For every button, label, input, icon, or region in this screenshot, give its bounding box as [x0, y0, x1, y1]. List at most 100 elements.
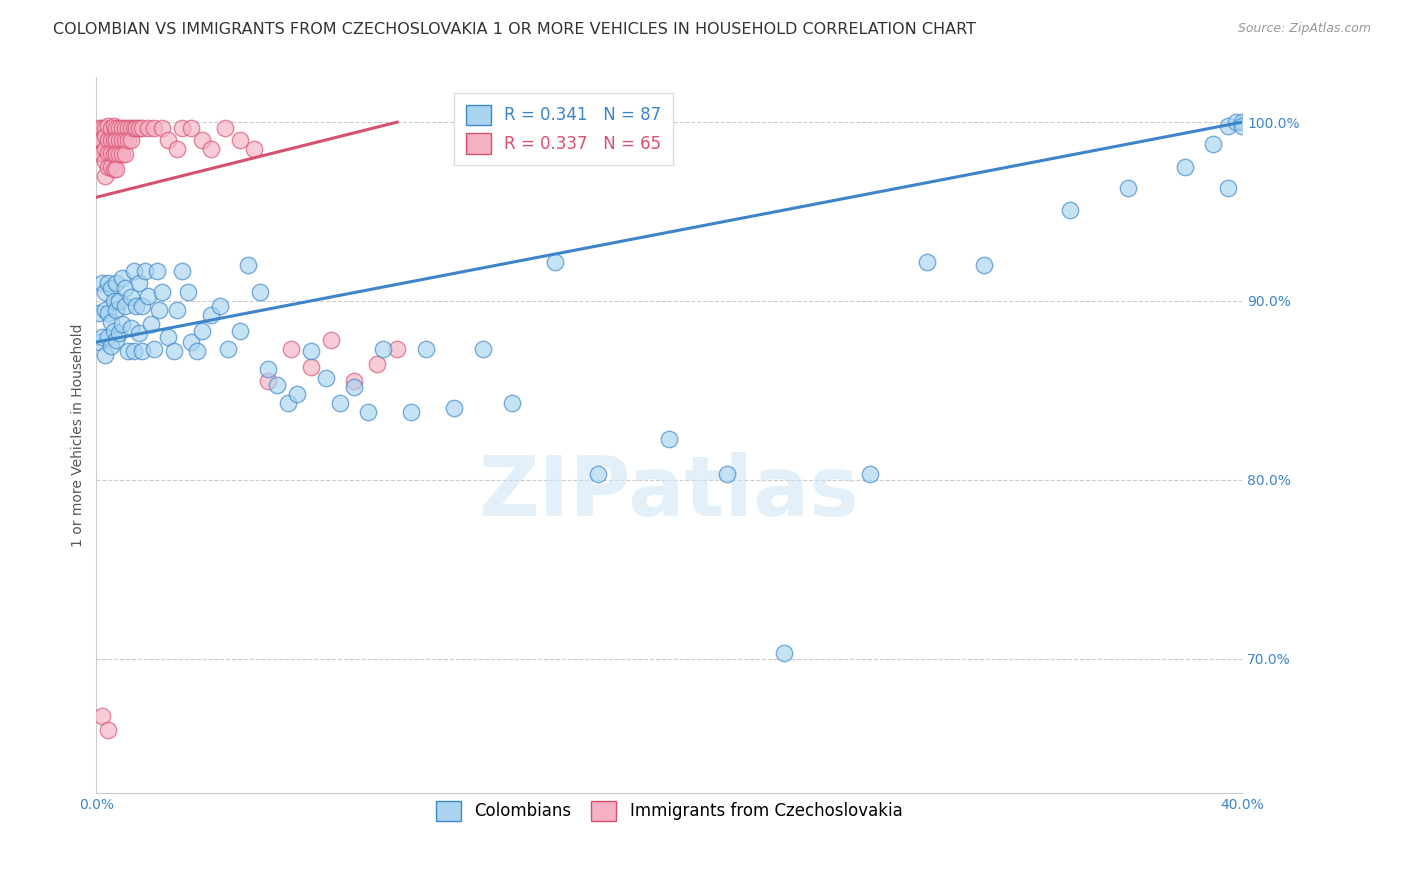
Point [180, 120, 202, 135]
Point [117, 120, 139, 135]
Point [114, 133, 136, 147]
Point [166, 302, 188, 317]
Point [177, 285, 200, 299]
Point [114, 281, 136, 295]
Point [89, 120, 111, 135]
Point [100, 120, 122, 135]
Point [125, 120, 148, 135]
Point [117, 133, 139, 147]
Point [103, 293, 125, 308]
Point [100, 133, 122, 147]
Point [180, 334, 202, 349]
Point [321, 333, 343, 347]
Point [200, 308, 222, 322]
Point [329, 396, 352, 410]
Point [91, 329, 114, 343]
Point [415, 343, 437, 357]
Point [131, 120, 153, 135]
Point [97, 276, 120, 290]
Point [94, 302, 117, 317]
Point [243, 142, 266, 156]
Point [228, 324, 250, 338]
Point [111, 120, 134, 135]
Point [120, 120, 142, 135]
Legend: Colombians, Immigrants from Czechoslovakia: Colombians, Immigrants from Czechoslovak… [423, 788, 915, 834]
Text: Source: ZipAtlas.com: Source: ZipAtlas.com [1237, 22, 1371, 36]
Point [94, 142, 117, 156]
Point [172, 120, 194, 135]
Point [108, 120, 131, 135]
Point [150, 120, 173, 135]
Point [114, 147, 136, 161]
Point [103, 147, 125, 161]
Point [249, 285, 271, 299]
Point [136, 120, 159, 135]
Point [1059, 202, 1081, 217]
Point [94, 120, 117, 135]
Point [166, 142, 188, 156]
Point [108, 133, 131, 147]
Point [277, 396, 299, 410]
Point [91, 133, 114, 147]
Point [1225, 115, 1247, 129]
Point [100, 338, 122, 352]
Point [131, 344, 153, 359]
Point [94, 169, 117, 183]
Point [716, 467, 738, 482]
Point [915, 254, 938, 268]
Point [134, 263, 156, 277]
Point [315, 371, 337, 385]
Point [91, 145, 114, 160]
Point [97, 723, 120, 737]
Point [91, 708, 114, 723]
Point [97, 329, 120, 343]
Point [105, 333, 128, 347]
Point [371, 343, 394, 357]
Point [105, 161, 128, 176]
Point [111, 270, 134, 285]
Point [128, 120, 150, 135]
Point [228, 133, 250, 147]
Point [89, 133, 111, 147]
Point [122, 344, 145, 359]
Point [108, 326, 131, 340]
Point [108, 147, 131, 161]
Point [91, 120, 114, 135]
Point [148, 302, 170, 317]
Point [1216, 119, 1239, 133]
Point [103, 324, 125, 338]
Point [156, 329, 179, 343]
Point [200, 142, 222, 156]
Point [186, 344, 208, 359]
Point [299, 360, 322, 375]
Point [105, 120, 128, 135]
Point [125, 299, 148, 313]
Point [1174, 160, 1197, 174]
Point [91, 276, 114, 290]
Point [97, 133, 120, 147]
Point [94, 348, 117, 362]
Point [150, 285, 173, 299]
Point [100, 281, 122, 295]
Point [238, 258, 260, 272]
Point [191, 324, 214, 338]
Point [443, 401, 465, 416]
Point [973, 258, 995, 272]
Point [89, 306, 111, 320]
Point [128, 326, 150, 340]
Point [280, 343, 302, 357]
Point [266, 378, 288, 392]
Point [366, 357, 388, 371]
Point [122, 120, 145, 135]
Point [1230, 115, 1253, 129]
Point [100, 145, 122, 160]
Point [385, 343, 408, 357]
Point [172, 263, 194, 277]
Point [472, 343, 495, 357]
Point [142, 120, 165, 135]
Point [257, 375, 280, 389]
Point [217, 343, 239, 357]
Point [114, 120, 136, 135]
Point [191, 133, 214, 147]
Point [122, 263, 145, 277]
